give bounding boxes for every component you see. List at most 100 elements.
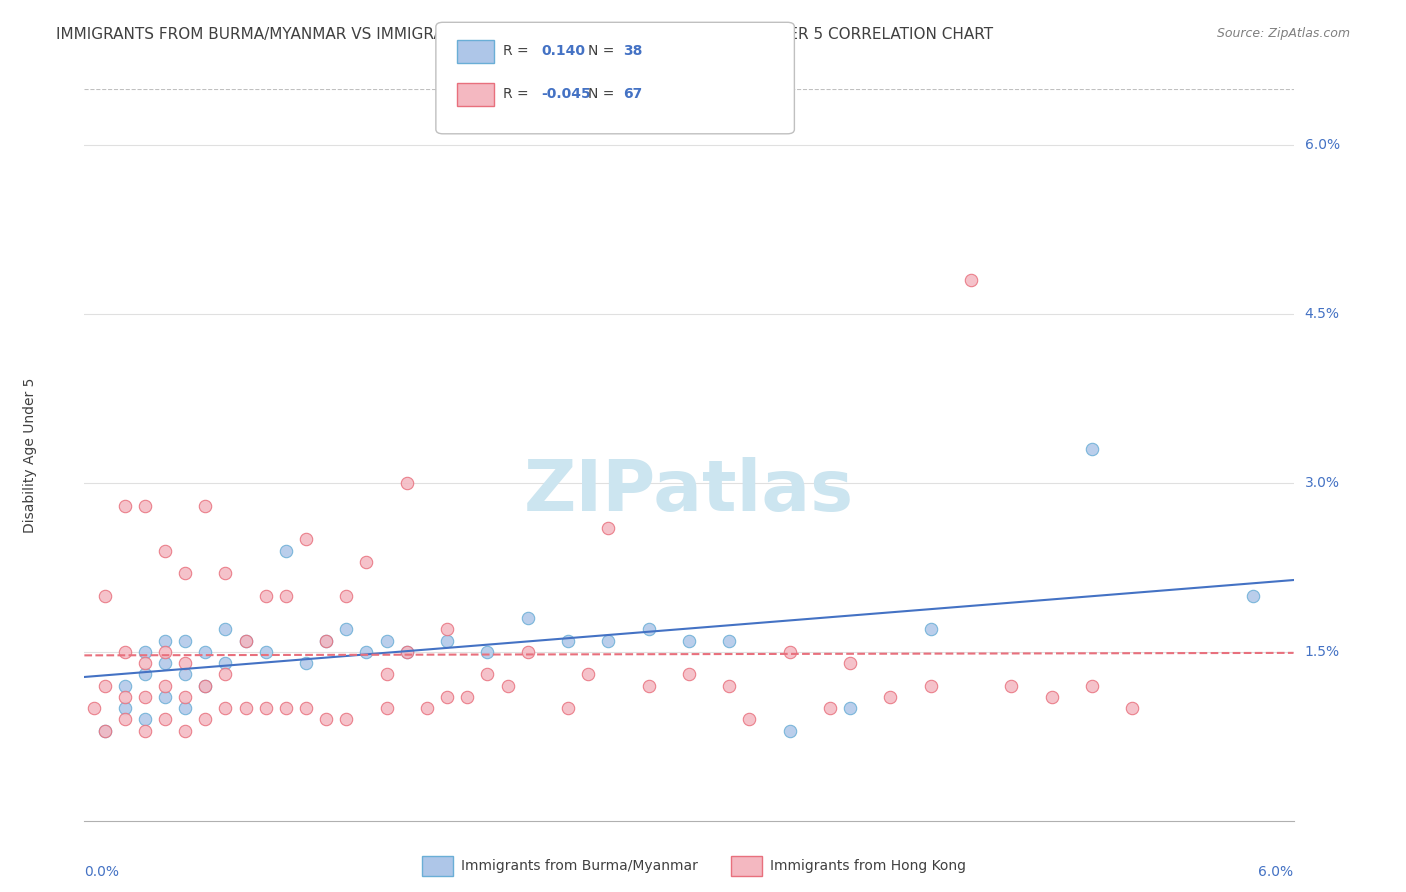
Point (134, 499, 156, 513)
Point (83, 701, 105, 715)
Point (254, 589, 277, 603)
Text: Immigrants from Hong Kong: Immigrants from Hong Kong (770, 859, 966, 873)
Point (295, 701, 318, 715)
Point (134, 712, 156, 726)
Text: Immigrants from Burma/Myanmar: Immigrants from Burma/Myanmar (461, 859, 697, 873)
Point (395, 645, 418, 659)
Point (153, 679, 176, 693)
Point (114, 679, 136, 693)
Point (1040, 690, 1063, 704)
Point (557, 633, 579, 648)
Point (295, 533, 318, 547)
Text: 0.140: 0.140 (541, 44, 585, 58)
Point (1081, 442, 1104, 457)
Text: 3.0%: 3.0% (1305, 476, 1340, 490)
Point (718, 679, 741, 693)
Point (779, 723, 801, 738)
Point (576, 667, 599, 681)
Point (174, 566, 197, 580)
Text: 4.5%: 4.5% (1305, 307, 1340, 321)
Point (134, 656, 156, 670)
Point (598, 633, 620, 648)
Point (779, 645, 801, 659)
Point (315, 712, 337, 726)
Point (214, 566, 236, 580)
Point (214, 667, 236, 681)
Point (395, 476, 418, 491)
Point (375, 667, 398, 681)
Point (356, 645, 378, 659)
Point (274, 589, 297, 603)
Point (1121, 701, 1143, 715)
Point (134, 723, 156, 738)
Point (738, 712, 761, 726)
Point (839, 701, 862, 715)
Point (153, 656, 176, 670)
Point (114, 712, 136, 726)
Point (436, 633, 458, 648)
Text: IMMIGRANTS FROM BURMA/MYANMAR VS IMMIGRANTS FROM HONG KONG DISABILITY AGE UNDER : IMMIGRANTS FROM BURMA/MYANMAR VS IMMIGRA… (56, 27, 994, 42)
Point (235, 633, 257, 648)
Point (436, 623, 458, 637)
Point (1000, 679, 1022, 693)
Point (274, 543, 297, 558)
Text: 6.0%: 6.0% (1305, 138, 1340, 153)
Point (254, 701, 277, 715)
Point (477, 667, 499, 681)
Text: -0.045: -0.045 (541, 87, 591, 101)
Point (678, 633, 700, 648)
Point (174, 667, 197, 681)
Point (134, 690, 156, 704)
Point (93, 679, 115, 693)
Point (637, 623, 659, 637)
Point (516, 611, 538, 625)
Text: Source: ZipAtlas.com: Source: ZipAtlas.com (1216, 27, 1350, 40)
Point (356, 555, 378, 569)
Point (839, 656, 862, 670)
Point (879, 690, 901, 704)
Point (174, 701, 197, 715)
Text: R =: R = (503, 87, 533, 101)
Point (174, 633, 197, 648)
Point (194, 679, 217, 693)
Point (194, 712, 217, 726)
Text: 38: 38 (623, 44, 643, 58)
Point (315, 633, 337, 648)
Point (153, 633, 176, 648)
Point (920, 679, 942, 693)
Point (174, 690, 197, 704)
Text: 67: 67 (623, 87, 643, 101)
Point (1241, 589, 1264, 603)
Point (194, 679, 217, 693)
Point (134, 667, 156, 681)
Point (1081, 679, 1104, 693)
Text: 0.0%: 0.0% (84, 864, 120, 879)
Point (114, 701, 136, 715)
Point (93, 723, 115, 738)
Text: 6.0%: 6.0% (1258, 864, 1294, 879)
Point (194, 499, 217, 513)
Point (335, 623, 357, 637)
Point (335, 589, 357, 603)
Point (598, 521, 620, 535)
Point (496, 679, 519, 693)
Point (678, 667, 700, 681)
Point (456, 690, 478, 704)
Point (254, 645, 277, 659)
Point (920, 623, 942, 637)
Text: ZIPatlas: ZIPatlas (524, 457, 853, 526)
Point (416, 701, 439, 715)
Text: N =: N = (588, 87, 619, 101)
Point (557, 701, 579, 715)
Point (960, 273, 983, 287)
Point (214, 656, 236, 670)
Point (516, 645, 538, 659)
Point (295, 656, 318, 670)
Point (235, 633, 257, 648)
Point (134, 645, 156, 659)
Point (395, 645, 418, 659)
Point (214, 701, 236, 715)
Point (375, 633, 398, 648)
Point (477, 645, 499, 659)
Point (375, 701, 398, 715)
